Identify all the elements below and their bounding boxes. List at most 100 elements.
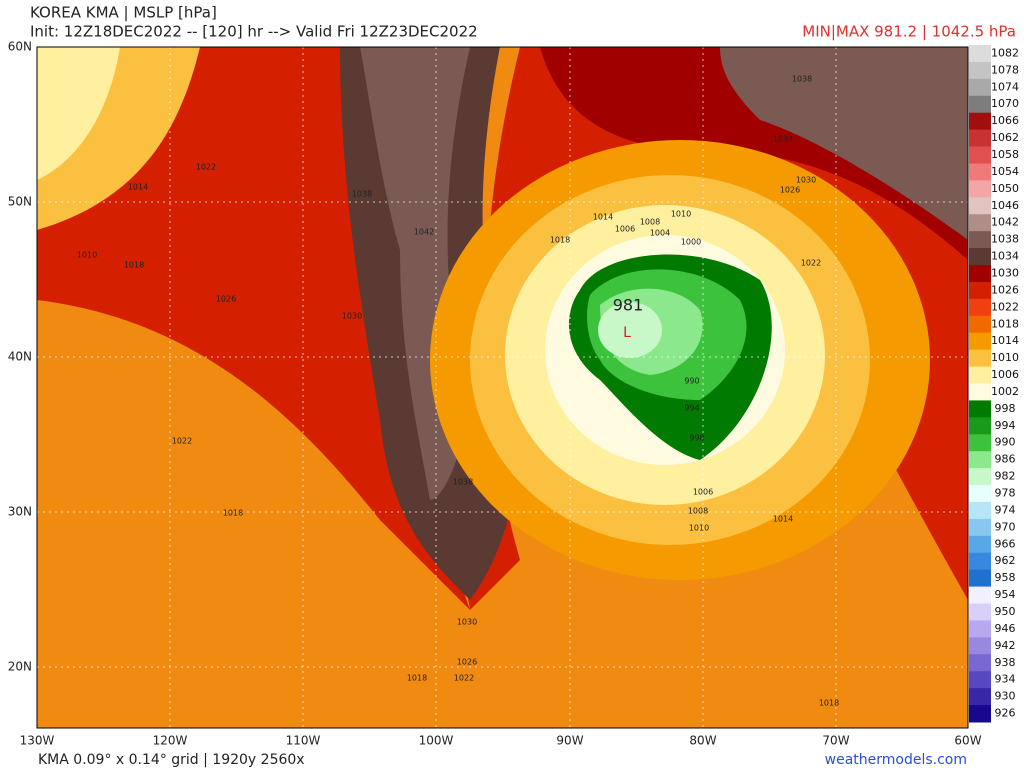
colorbar-cell — [969, 485, 991, 503]
colorbar-cell — [969, 214, 991, 232]
contour-label: 1030 — [342, 312, 362, 321]
colorbar-label: 1026 — [991, 283, 1019, 296]
contour-label: 1018 — [407, 674, 427, 683]
contour-label: 1022 — [172, 437, 192, 446]
colorbar-cell — [969, 112, 991, 131]
contour-label: 1038 — [453, 478, 473, 487]
contour-label: 1008 — [688, 507, 708, 516]
contour-label: 1022 — [454, 674, 474, 683]
colorbar-cell — [969, 332, 991, 351]
contour-label: 1038 — [792, 75, 812, 84]
colorbar-label: 1018 — [991, 317, 1019, 330]
contour-label: 1014 — [128, 183, 148, 192]
contour-label: 1010 — [77, 251, 97, 260]
colorbar-label: 970 — [995, 520, 1016, 533]
contour-label: 998 — [689, 434, 704, 443]
contour-label: 1030 — [457, 618, 477, 627]
colorbar-cell — [969, 366, 991, 384]
colorbar-cell — [969, 197, 991, 215]
colorbar-cell — [969, 535, 991, 554]
colorbar-cell — [969, 281, 991, 300]
colorbar-cell — [969, 95, 991, 114]
colorbar-label: 1002 — [991, 385, 1019, 398]
colorbar-label: 1058 — [991, 148, 1019, 161]
contour-label: 1038 — [352, 190, 372, 199]
colorbar-cell — [969, 315, 991, 334]
title: KOREA KMA | MSLP [hPa] — [30, 4, 217, 22]
contour-label: 1014 — [593, 213, 613, 222]
colorbar-cell — [969, 501, 991, 520]
contour-label: 1018 — [819, 699, 839, 708]
colorbar-cell — [969, 400, 991, 418]
colorbar-cell — [969, 61, 991, 80]
colorbar-label: 1034 — [991, 250, 1019, 263]
lon-label: 130W — [20, 734, 55, 748]
colorbar-label: 942 — [995, 639, 1016, 652]
contour-label: 990 — [684, 377, 699, 386]
colorbar-label: 986 — [995, 453, 1016, 466]
colorbar-label: 974 — [995, 503, 1016, 516]
contour-label: 1014 — [773, 515, 793, 524]
colorbar-cell — [969, 298, 991, 317]
contour-label: 1018 — [124, 261, 144, 270]
colorbar-label: 1046 — [991, 199, 1019, 212]
colorbar-label: 1014 — [991, 334, 1019, 347]
colorbar-cell — [969, 78, 991, 97]
colorbar-label: 1054 — [991, 165, 1019, 178]
min-max: MIN|MAX 981.2 | 1042.5 hPa — [802, 23, 1016, 41]
colorbar-label: 1070 — [991, 97, 1019, 110]
colorbar-label: 982 — [995, 470, 1016, 483]
colorbar-cell — [969, 688, 991, 706]
colorbar-cell — [969, 468, 991, 486]
colorbar-cell — [969, 451, 991, 469]
colorbar-cell — [969, 569, 991, 588]
lon-label: 100W — [419, 734, 454, 748]
colorbar-cell — [969, 518, 991, 537]
colorbar-label: 1062 — [991, 131, 1019, 144]
source: weathermodels.com — [825, 752, 967, 768]
colorbar-cell — [969, 417, 991, 435]
colorbar-label: 954 — [995, 588, 1016, 601]
contour-label: 1042 — [414, 228, 434, 237]
colorbar-cell — [969, 552, 991, 571]
contour-label: 1026 — [457, 658, 477, 667]
contour-label: 1026 — [780, 186, 800, 195]
colorbar-cell — [969, 705, 991, 723]
contour-label: 1006 — [693, 488, 713, 497]
colorbar-cell — [969, 163, 991, 181]
lon-label: 120W — [153, 734, 188, 748]
pressure-field — [37, 47, 968, 728]
lat-label: 50N — [8, 195, 32, 209]
lon-label: 90W — [556, 734, 583, 748]
lat-label: 60N — [8, 40, 32, 54]
colorbar-label: 1066 — [991, 114, 1019, 127]
lon-label: 60W — [954, 734, 981, 748]
contour-label: 1018 — [550, 236, 570, 245]
colorbar-cell — [969, 349, 991, 368]
colorbar-label: 1082 — [991, 46, 1019, 59]
contour-label: 1030 — [796, 176, 816, 185]
lat-label: 30N — [8, 505, 32, 519]
colorbar-label: 926 — [995, 707, 1016, 720]
colorbar-label: 1010 — [991, 351, 1019, 364]
contour-label: 1004 — [650, 229, 670, 238]
colorbar-label: 1078 — [991, 63, 1019, 76]
contour-label: 1018 — [223, 509, 243, 518]
colorbar-label: 998 — [995, 402, 1016, 415]
colorbar-cell — [969, 45, 991, 63]
colorbar-cell — [969, 146, 991, 164]
grid-info: KMA 0.09° x 0.14° grid | 1920y 2560x — [38, 752, 305, 768]
contour-label: 1010 — [671, 210, 691, 219]
colorbar-label: 962 — [995, 554, 1016, 567]
colorbar-cell — [969, 248, 991, 266]
colorbar-label: 966 — [995, 537, 1016, 550]
lon-label: 80W — [689, 734, 716, 748]
colorbar-label: 930 — [995, 690, 1016, 703]
colorbar-cell — [969, 654, 991, 672]
contour-label: 1026 — [216, 295, 236, 304]
colorbar-label: 994 — [995, 419, 1016, 432]
colorbar-cell — [969, 129, 991, 148]
colorbar-cell — [969, 637, 991, 655]
init-time: Init: 12Z18DEC2022 -- [120] hr --> Valid… — [30, 23, 478, 41]
